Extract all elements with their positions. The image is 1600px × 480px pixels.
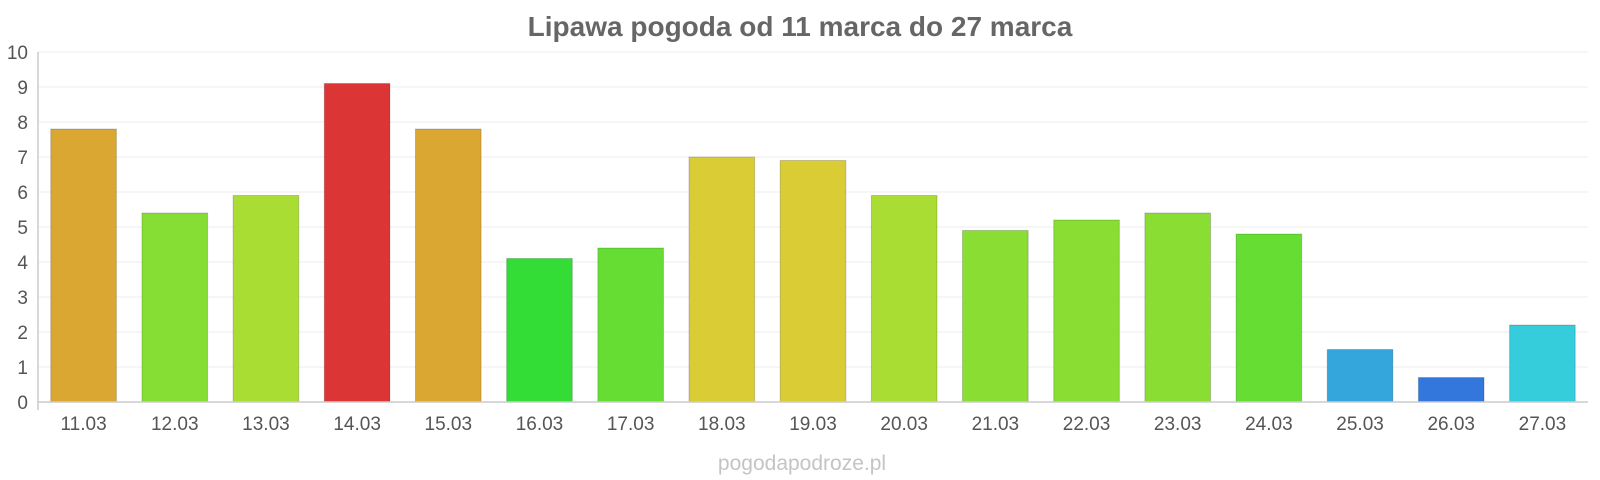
bar-19.03 [779, 160, 847, 403]
bar-16.03 [506, 258, 573, 403]
bar-11.03 [50, 128, 117, 403]
x-tick-label: 20.03 [880, 414, 928, 435]
x-tick-label: 17.03 [607, 414, 655, 435]
x-tick-label: 16.03 [516, 414, 564, 435]
bars [50, 83, 1576, 403]
bar-17.03 [597, 247, 664, 403]
bar-21.03 [962, 230, 1029, 403]
bar-26.03 [1417, 377, 1485, 403]
y-tick-label: 3 [17, 288, 28, 309]
bar-18.03 [688, 156, 756, 403]
x-tick-label: 22.03 [1063, 414, 1111, 435]
x-tick-label: 21.03 [972, 414, 1020, 435]
bar-13.03 [232, 195, 300, 403]
y-axis-ticks: 0 1 2 3 4 5 6 7 8 9 10 [7, 43, 29, 414]
bar-23.03 [1144, 212, 1212, 403]
bar-15.03 [414, 128, 482, 403]
chart-title: Lipawa pogoda od 11 marca do 27 marca [528, 11, 1073, 42]
x-axis-ticks: 11.03 12.03 13.03 14.03 15.03 16.03 17.03 18.03… [61, 414, 1567, 435]
x-tick-label: 24.03 [1245, 414, 1293, 435]
y-tick-label: 5 [17, 218, 28, 239]
x-tick-label: 15.03 [425, 414, 473, 435]
y-tick-label: 8 [17, 113, 28, 134]
x-tick-label: 18.03 [698, 414, 746, 435]
bar-27.03 [1509, 324, 1576, 403]
bar-14.03 [323, 83, 391, 403]
x-tick-label: 27.03 [1519, 414, 1567, 435]
y-tick-label: 2 [17, 323, 28, 344]
bar-24.03 [1235, 233, 1303, 403]
y-tick-label: 1 [17, 358, 28, 379]
y-tick-label: 10 [7, 43, 28, 64]
y-tick-label: 7 [17, 148, 28, 169]
bar-25.03 [1326, 349, 1394, 403]
x-tick-label: 23.03 [1154, 414, 1202, 435]
x-tick-label: 13.03 [242, 414, 290, 435]
x-tick-label: 12.03 [151, 414, 199, 435]
watermark: pogodapodroze.pl [718, 452, 886, 475]
x-tick-label: 26.03 [1427, 414, 1475, 435]
x-tick-label: 14.03 [333, 414, 381, 435]
bar-22.03 [1053, 219, 1120, 403]
x-tick-label: 11.03 [61, 414, 107, 435]
x-tick-label: 25.03 [1336, 414, 1384, 435]
bar-12.03 [141, 212, 209, 403]
bar-20.03 [870, 195, 938, 403]
y-tick-label: 4 [17, 253, 28, 274]
y-tick-label: 6 [17, 183, 28, 204]
y-tick-label: 9 [17, 78, 28, 99]
y-tick-label: 0 [17, 393, 28, 414]
x-tick-label: 19.03 [789, 414, 837, 435]
